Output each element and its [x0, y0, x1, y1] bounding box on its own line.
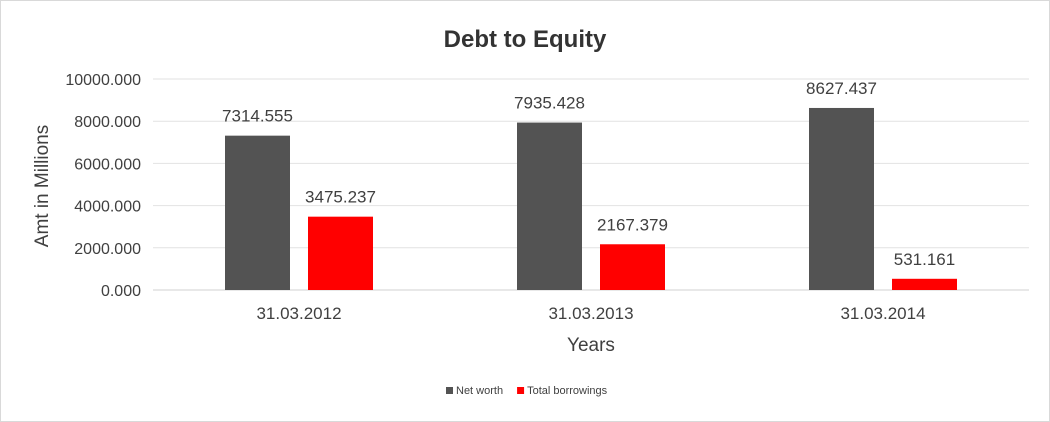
y-axis-title: Amt in Millions	[32, 125, 53, 247]
y-tick-label: 10000.000	[65, 72, 141, 89]
bars	[225, 107, 957, 290]
x-tick-label: 31.03.2014	[840, 304, 925, 323]
x-tick-label: 31.03.2013	[548, 304, 633, 323]
data-label: 2167.379	[597, 215, 668, 234]
y-tick-label: 4000.000	[74, 199, 141, 216]
y-axis-tick-labels: 0.000 2000.000 4000.000 6000.000 8000.000 100…	[65, 72, 141, 300]
bar-net-worth	[809, 107, 874, 290]
bar-net-worth	[517, 122, 582, 290]
bar-total-borrowings	[892, 278, 957, 290]
y-tick-label: 6000.000	[74, 156, 141, 173]
y-tick-label: 8000.000	[74, 114, 141, 131]
gridlines	[153, 78, 1029, 291]
data-labels: 7314.555 3475.237 7935.428 2167.379 8627.437…	[222, 79, 955, 269]
x-tick-label: 31.03.2012	[256, 304, 341, 323]
bar-net-worth	[225, 135, 290, 290]
chart-title: Debt to Equity	[444, 26, 607, 53]
x-axis-title: Years	[567, 335, 615, 356]
data-label: 8627.437	[806, 79, 877, 98]
legend-swatch	[446, 387, 453, 394]
legend-swatch	[517, 387, 525, 394]
data-label: 7935.428	[514, 94, 585, 113]
data-label: 3475.237	[305, 188, 376, 207]
bar-total-borrowings	[600, 244, 665, 290]
bar-total-borrowings	[308, 216, 373, 290]
data-label: 531.161	[894, 250, 955, 269]
legend-label: Total borrowings	[527, 385, 608, 397]
x-axis-tick-labels: 31.03.2012 31.03.2013 31.03.2014	[256, 304, 925, 323]
data-label: 7314.555	[222, 107, 293, 126]
y-tick-label: 2000.000	[74, 241, 141, 258]
y-tick-label: 0.000	[101, 283, 141, 300]
legend-label: Net worth	[456, 385, 503, 397]
legend: Net worth Total borrowings	[446, 385, 608, 397]
